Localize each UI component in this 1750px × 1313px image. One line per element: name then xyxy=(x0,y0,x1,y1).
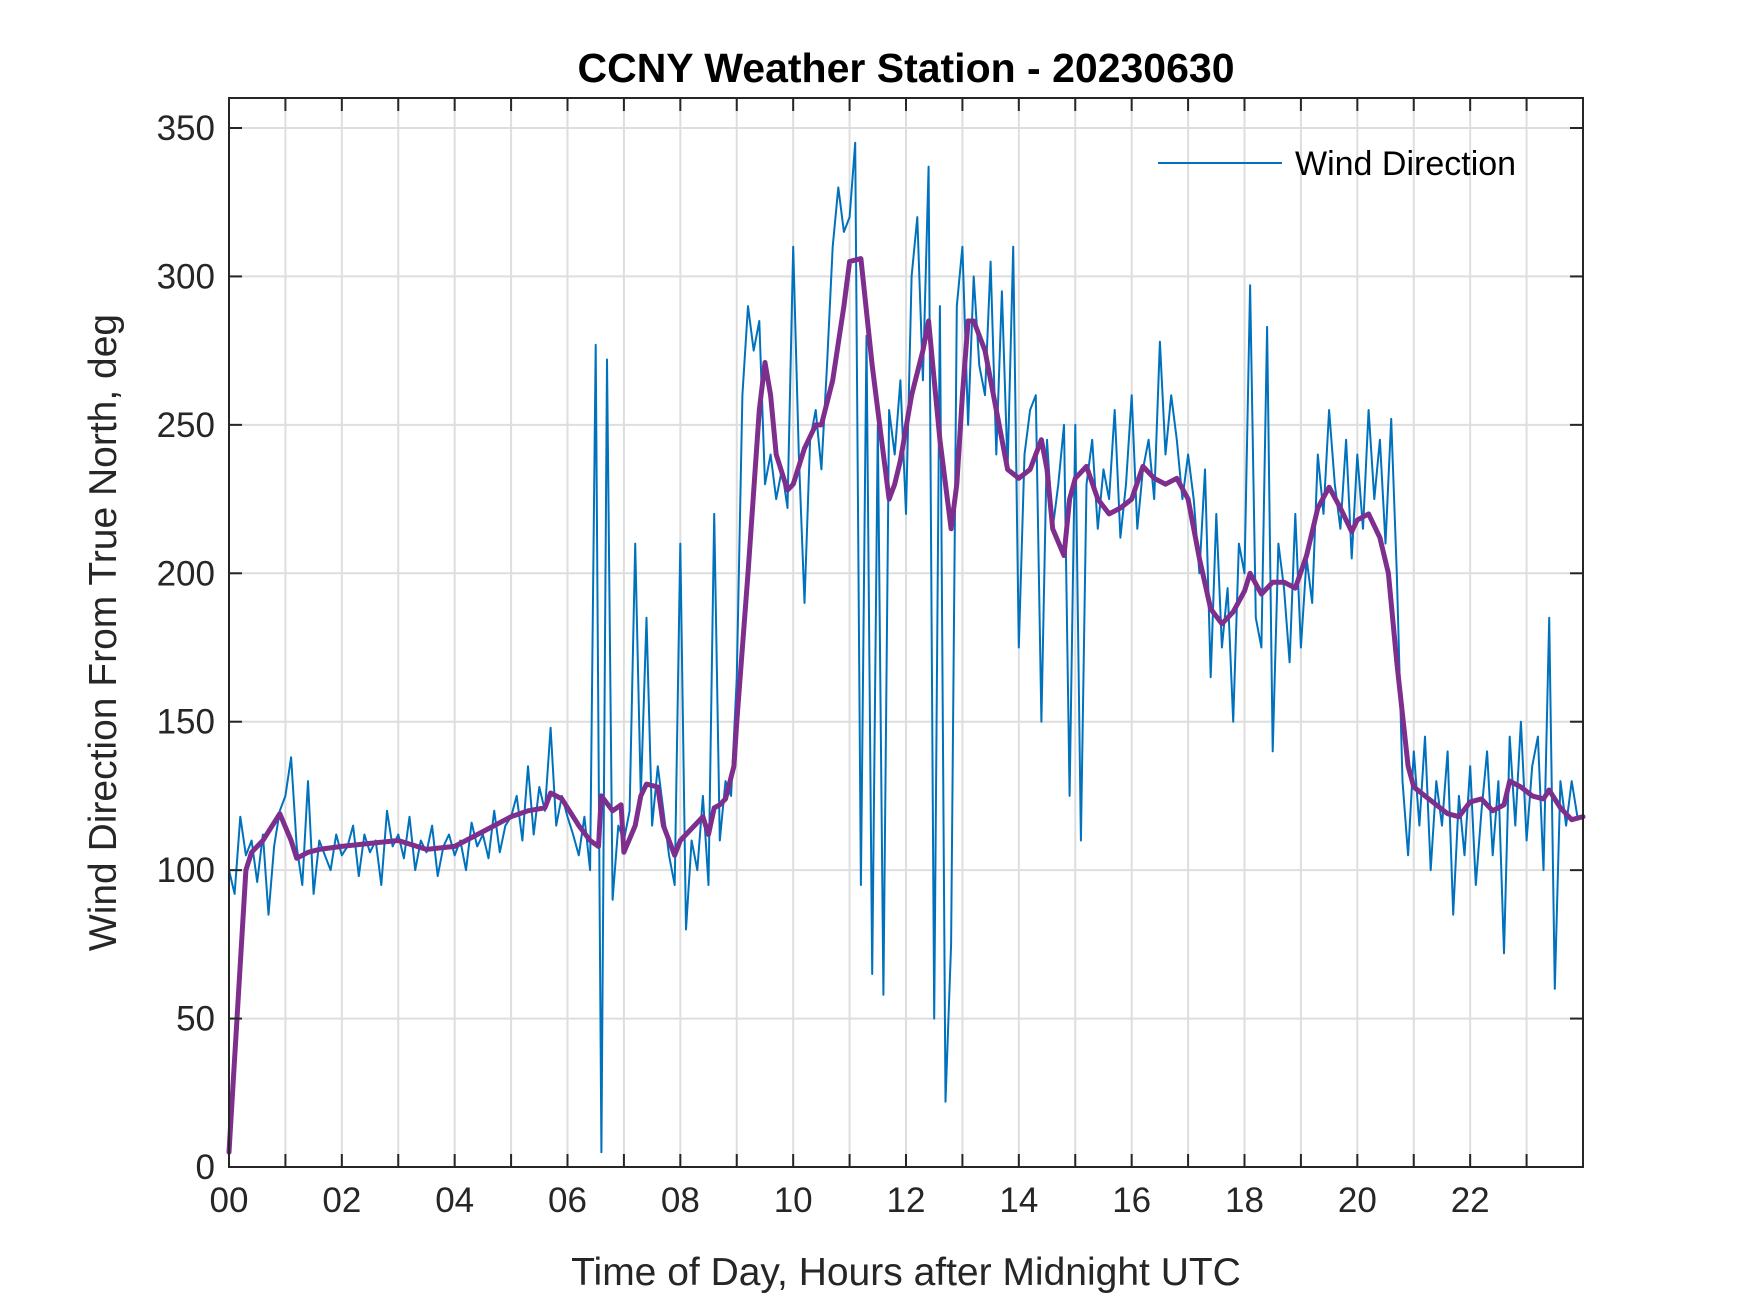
series-line-smoothed xyxy=(226,256,1586,1155)
x-axis-label: Time of Day, Hours after Midnight UTC xyxy=(571,1251,1241,1294)
y-tick-label: 50 xyxy=(176,1000,215,1039)
y-tick-label: 350 xyxy=(157,109,215,148)
x-tick-label: 04 xyxy=(435,1181,474,1220)
y-tick-label: 250 xyxy=(157,406,215,445)
x-tick-label: 06 xyxy=(548,1181,587,1220)
axes-box xyxy=(228,97,1584,1168)
tick-labels: 0 50 100 150 200 250 300 350 00 02 04 06 08 10 12 14 16 1… xyxy=(157,109,1490,1220)
x-tick-label: 20 xyxy=(1338,1181,1377,1220)
series-layer xyxy=(226,141,1586,1155)
y-tick-label: 200 xyxy=(157,554,215,593)
x-tick-label: 08 xyxy=(661,1181,700,1220)
y-axis-label: Wind Direction From True North, deg xyxy=(82,314,125,951)
x-tick-label: 16 xyxy=(1112,1181,1151,1220)
y-tick-label: 150 xyxy=(157,703,215,742)
y-tick-label: 300 xyxy=(157,257,215,296)
x-tick-label: 18 xyxy=(1225,1181,1264,1220)
legend-label-wind-direction: Wind Direction xyxy=(1295,145,1516,183)
x-tick-label: 02 xyxy=(322,1181,361,1220)
x-tick-label: 22 xyxy=(1451,1181,1490,1220)
x-tick-label: 14 xyxy=(999,1181,1038,1220)
chart-title: CCNY Weather Station - 20230630 xyxy=(577,45,1234,91)
axes xyxy=(228,97,1584,1168)
x-tick-label: 10 xyxy=(774,1181,813,1220)
y-tick-label: 0 xyxy=(196,1148,215,1187)
legend: Wind Direction xyxy=(1158,145,1516,183)
x-tick-label: 00 xyxy=(210,1181,249,1220)
y-tick-label: 100 xyxy=(157,851,215,890)
x-tick-label: 12 xyxy=(887,1181,926,1220)
